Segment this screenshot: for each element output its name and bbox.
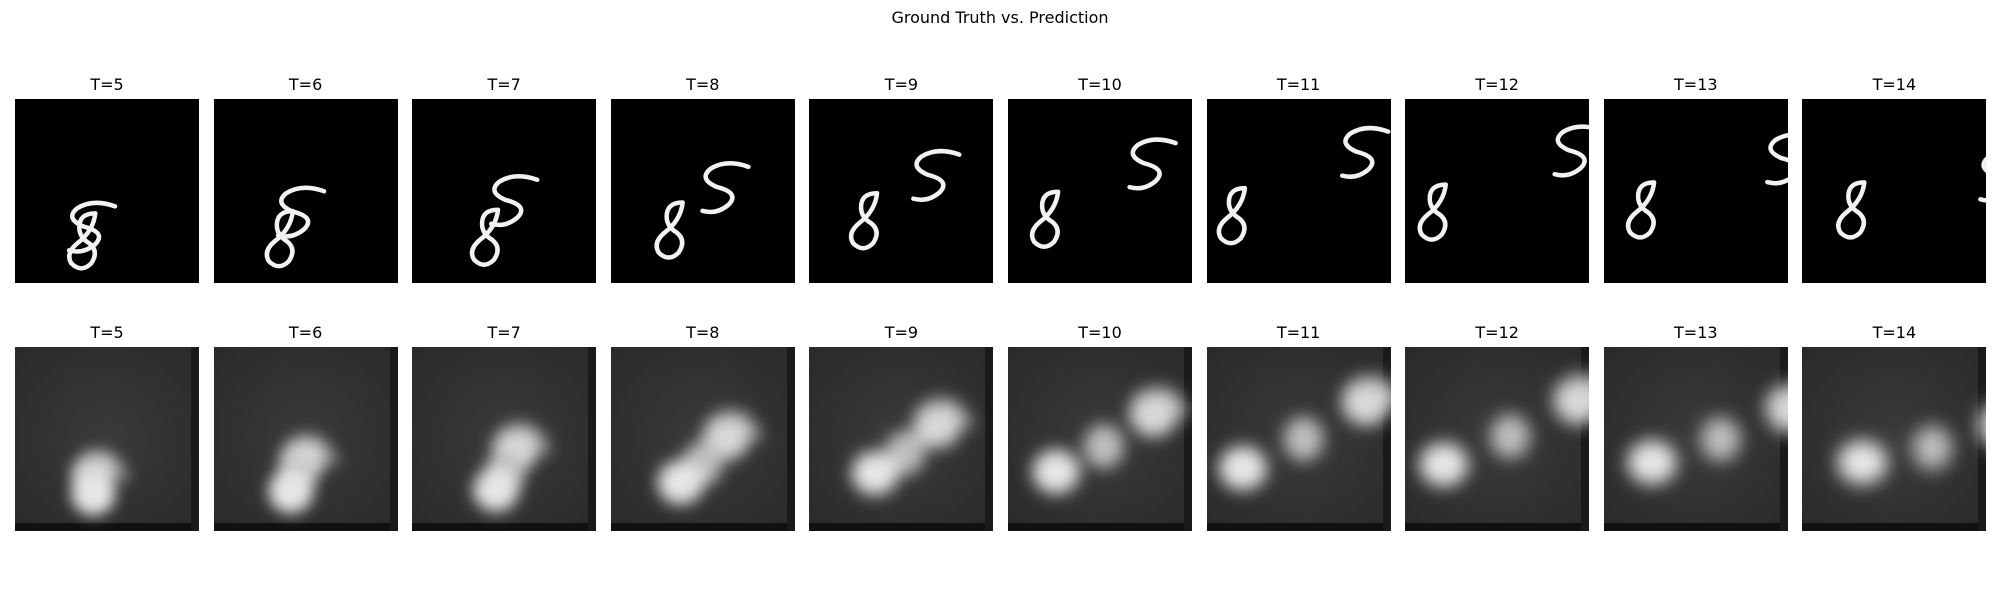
prediction-frame-label: T=7	[487, 323, 521, 342]
prediction-frame-label: T=11	[1276, 323, 1321, 342]
ground-truth-panel: T=7	[412, 74, 597, 283]
prediction-frame-label: T=10	[1078, 323, 1122, 342]
ground-truth-frame-label: T=7	[487, 75, 521, 94]
ground-truth-frame-label: T=8	[686, 75, 720, 94]
ground-truth-image	[1405, 99, 1590, 283]
ground-truth-image	[213, 99, 398, 283]
prediction-frame-label: T=14	[1872, 323, 1917, 342]
prediction-frame-label: T=6	[288, 323, 323, 342]
prediction-frame-label: T=12	[1475, 323, 1519, 342]
prediction-image	[809, 347, 994, 531]
figure-title: Ground Truth vs. Prediction	[891, 8, 1109, 27]
prediction-image	[1008, 347, 1192, 531]
ground-truth-frame-label: T=5	[90, 75, 124, 94]
ground-truth-panel: T=11	[1206, 74, 1391, 283]
prediction-image	[15, 347, 199, 531]
ground-truth-frame-label: T=10	[1078, 75, 1122, 94]
ground-truth-panel: T=14	[1802, 74, 1987, 283]
ground-truth-image	[610, 99, 795, 283]
prediction-panel: T=13	[1603, 322, 1788, 531]
prediction-panel: T=14	[1802, 322, 1987, 531]
prediction-image	[1802, 347, 1987, 531]
prediction-image	[610, 347, 795, 531]
prediction-frame-label: T=8	[686, 323, 720, 342]
ground-truth-frame-label: T=9	[884, 75, 919, 94]
ground-truth-panel: T=12	[1405, 74, 1590, 283]
prediction-panel: T=9	[809, 322, 994, 531]
prediction-image	[412, 347, 597, 531]
ground-truth-frame-label: T=11	[1276, 75, 1321, 94]
ground-truth-frame-label: T=13	[1674, 75, 1718, 94]
ground-truth-frame-label: T=6	[288, 75, 323, 94]
ground-truth-panel: T=9	[809, 74, 994, 283]
prediction-panel: T=5	[15, 322, 199, 531]
prediction-frame-label: T=5	[90, 323, 124, 342]
ground-truth-image	[809, 99, 994, 283]
ground-truth-panel: T=6	[213, 74, 398, 283]
ground-truth-panel: T=8	[610, 74, 795, 283]
prediction-panel: T=10	[1008, 322, 1192, 531]
prediction-panel: T=12	[1405, 322, 1590, 531]
ground-truth-frame-label: T=12	[1475, 75, 1519, 94]
prediction-image	[1603, 347, 1788, 531]
ground-truth-panel: T=10	[1008, 74, 1192, 283]
prediction-image	[1206, 347, 1391, 531]
ground-truth-panel: T=5	[15, 74, 199, 283]
ground-truth-image	[1206, 99, 1391, 283]
ground-truth-image	[1802, 99, 1987, 283]
prediction-panel: T=6	[213, 322, 398, 531]
ground-truth-image	[15, 99, 199, 283]
prediction-panel: T=8	[610, 322, 795, 531]
prediction-frame-label: T=9	[884, 323, 919, 342]
ground-truth-frame-label: T=14	[1872, 75, 1917, 94]
ground-truth-image	[412, 99, 597, 283]
prediction-panel: T=7	[412, 322, 597, 531]
prediction-panel: T=11	[1206, 322, 1391, 531]
ground-truth-image	[1008, 99, 1192, 283]
prediction-image	[213, 347, 398, 531]
ground-truth-panel: T=13	[1603, 74, 1788, 283]
prediction-image	[1405, 347, 1590, 531]
prediction-frame-label: T=13	[1674, 323, 1718, 342]
ground-truth-image	[1603, 99, 1788, 283]
